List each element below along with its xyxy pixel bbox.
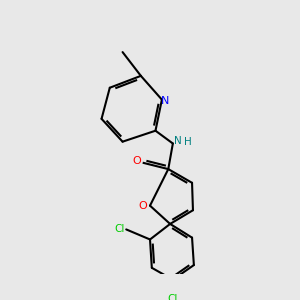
Text: O: O	[139, 201, 148, 211]
Text: N: N	[160, 96, 169, 106]
Text: O: O	[132, 156, 141, 166]
Text: N: N	[175, 136, 182, 146]
Text: Cl: Cl	[114, 224, 124, 234]
Text: Cl: Cl	[168, 294, 178, 300]
Text: H: H	[184, 137, 192, 147]
